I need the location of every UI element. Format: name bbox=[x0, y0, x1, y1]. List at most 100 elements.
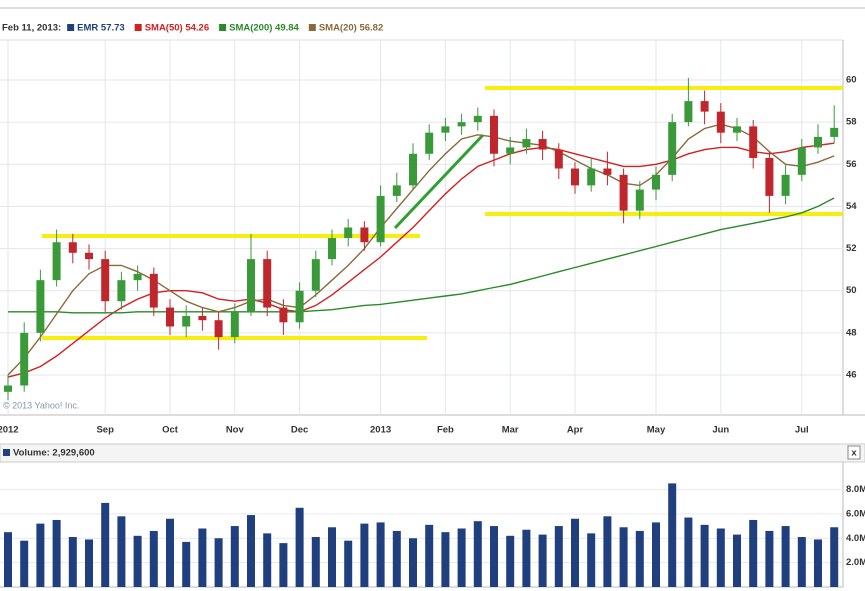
volume-bar bbox=[263, 533, 272, 587]
candle-body bbox=[295, 290, 304, 323]
volume-bar bbox=[700, 524, 709, 587]
volume-bar bbox=[20, 540, 29, 587]
y-tick-label: 52 bbox=[846, 243, 857, 254]
legend-label: SMA(200) 49.84 bbox=[229, 23, 299, 34]
y-tick-label: 6.0M bbox=[846, 508, 865, 519]
volume-bar bbox=[85, 539, 93, 587]
candle-body bbox=[716, 111, 725, 133]
volume-bar bbox=[716, 528, 725, 587]
candle-body bbox=[409, 153, 417, 186]
ma-line bbox=[7, 142, 835, 378]
legend-label: EMR 57.73 bbox=[77, 23, 125, 34]
volume-bar bbox=[376, 522, 385, 587]
candle-body bbox=[490, 115, 498, 154]
candle-body bbox=[684, 101, 693, 123]
candle-body bbox=[765, 157, 774, 196]
candle-body bbox=[68, 242, 77, 253]
volume-bar bbox=[279, 543, 288, 587]
volume-title: Volume: 2,929,600 bbox=[13, 448, 95, 459]
trend-line bbox=[393, 133, 485, 230]
candle-body bbox=[538, 139, 547, 150]
volume-bar bbox=[749, 519, 758, 587]
volume-bar bbox=[619, 527, 628, 587]
volume-bar bbox=[311, 537, 320, 587]
volume-bar bbox=[4, 532, 12, 587]
ma-line bbox=[7, 123, 835, 376]
candle-body bbox=[473, 115, 482, 123]
volume-bar bbox=[652, 522, 660, 587]
volume-bar bbox=[149, 530, 158, 587]
volume-bar bbox=[765, 530, 774, 587]
candle-body bbox=[279, 307, 288, 323]
volume-bar bbox=[198, 528, 207, 587]
candle-body bbox=[506, 147, 515, 154]
legend-label: SMA(20) 56.82 bbox=[319, 23, 383, 34]
volume-bar bbox=[230, 526, 239, 587]
candle-body bbox=[522, 139, 531, 148]
candle-body bbox=[797, 147, 806, 175]
legend-date: Feb 11, 2013: bbox=[2, 23, 61, 34]
candle-body bbox=[328, 238, 336, 260]
volume-bar bbox=[814, 539, 822, 587]
candle-body bbox=[733, 126, 741, 133]
x-tick-label: Dec bbox=[291, 425, 308, 436]
legend-swatch bbox=[308, 24, 316, 31]
candle-body bbox=[830, 127, 839, 137]
y-tick-label: 48 bbox=[846, 327, 857, 338]
volume-bar bbox=[571, 518, 579, 587]
volume-bar bbox=[295, 507, 304, 587]
volume-bar bbox=[392, 530, 401, 587]
x-tick-label: May bbox=[647, 425, 666, 436]
volume-bar bbox=[490, 526, 498, 587]
candle-body bbox=[619, 174, 628, 211]
legend-swatch bbox=[134, 24, 142, 31]
volume-bar bbox=[328, 527, 336, 587]
candle-body bbox=[425, 132, 434, 154]
y-tick-label: 46 bbox=[846, 369, 857, 380]
volume-bar bbox=[684, 517, 693, 587]
x-tick-label: 2013 bbox=[370, 425, 391, 436]
candle-body bbox=[36, 280, 45, 333]
candle-body bbox=[360, 227, 369, 243]
volume-bar bbox=[733, 534, 741, 587]
candle-body bbox=[4, 385, 12, 392]
candle-body bbox=[52, 242, 61, 281]
candle-body bbox=[149, 273, 158, 308]
candle-body bbox=[603, 168, 612, 175]
volume-bar bbox=[506, 535, 515, 587]
candle-body bbox=[700, 101, 709, 112]
volume-bar bbox=[587, 533, 596, 587]
candle-body bbox=[441, 126, 450, 133]
volume-bar bbox=[409, 538, 417, 587]
legend-label: SMA(50) 54.26 bbox=[145, 23, 209, 34]
close-label[interactable]: x bbox=[851, 448, 857, 459]
volume-bar bbox=[781, 526, 790, 587]
candle-body bbox=[376, 195, 385, 243]
volume-bar bbox=[425, 524, 434, 587]
candle-body bbox=[571, 168, 579, 186]
x-tick-label: Jun bbox=[712, 425, 729, 436]
volume-bar bbox=[441, 532, 450, 587]
candle-body bbox=[263, 259, 272, 308]
candle-body bbox=[247, 259, 255, 312]
candle-body bbox=[344, 227, 353, 239]
candle-body bbox=[101, 259, 110, 302]
volume-bar bbox=[635, 530, 644, 587]
volume-bar bbox=[603, 516, 612, 587]
volume-bar bbox=[360, 523, 369, 587]
x-tick-label: Nov bbox=[226, 425, 245, 436]
y-tick-label: 54 bbox=[846, 201, 857, 212]
y-tick-label: 2.0M bbox=[846, 557, 865, 568]
legend-swatch bbox=[3, 449, 10, 456]
close-button[interactable] bbox=[847, 445, 861, 460]
legend-swatch bbox=[67, 24, 75, 31]
volume-bar bbox=[166, 518, 174, 587]
candle-body bbox=[230, 311, 239, 338]
volume-bar bbox=[36, 523, 45, 587]
y-tick-label: 4.0M bbox=[846, 533, 865, 544]
y-tick-label: 8.0M bbox=[846, 484, 865, 495]
volume-bar bbox=[554, 526, 563, 587]
candle-body bbox=[166, 307, 174, 327]
legend-swatch bbox=[219, 24, 227, 31]
